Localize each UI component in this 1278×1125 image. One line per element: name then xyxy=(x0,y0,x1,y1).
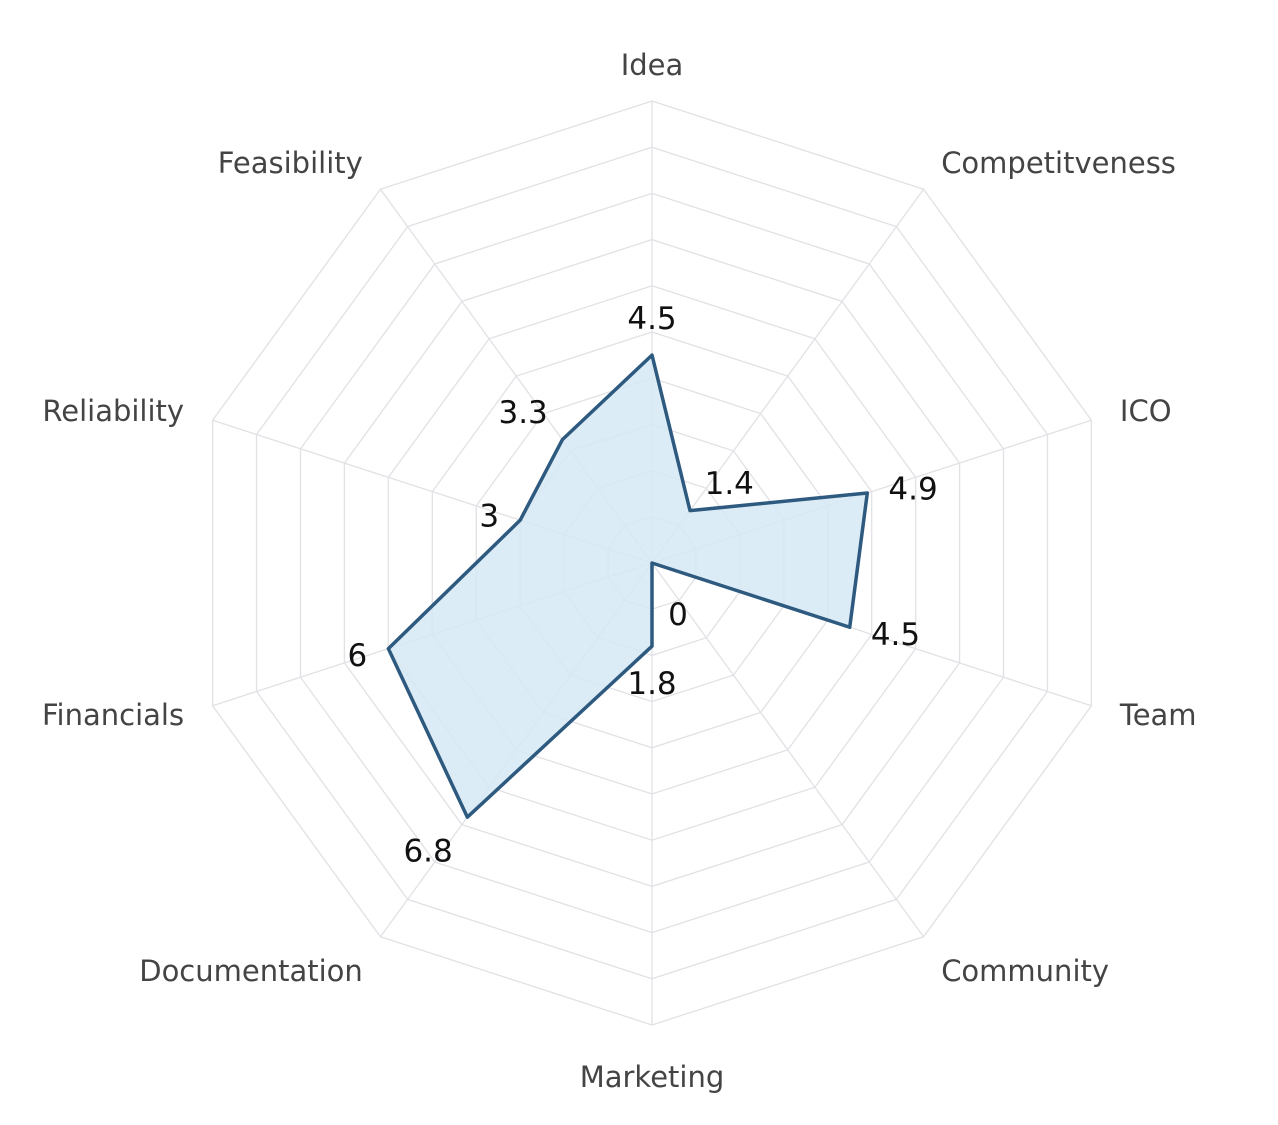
series-area xyxy=(386,353,870,819)
axis-label-community: Community xyxy=(941,954,1109,988)
value-label-idea: 4.5 xyxy=(627,301,676,337)
value-label-reliability: 3 xyxy=(479,499,499,535)
spoke-community xyxy=(651,562,925,938)
axis-labels: Idea Competitveness ICO Team Community Market… xyxy=(42,48,1197,1094)
axis-label-reliability: Reliability xyxy=(42,394,184,428)
axis-label-ico: ICO xyxy=(1120,394,1172,428)
radar-series xyxy=(386,353,870,819)
value-label-feasibility: 3.3 xyxy=(498,395,547,431)
value-label-documentation: 6.8 xyxy=(403,834,452,870)
value-label-team: 4.5 xyxy=(871,617,920,653)
value-label-community: 0 xyxy=(668,597,688,633)
axis-label-idea: Idea xyxy=(621,48,684,82)
value-label-marketing: 1.8 xyxy=(627,666,676,702)
axis-label-documentation: Documentation xyxy=(139,954,363,988)
spoke-competitveness xyxy=(651,188,925,564)
axis-label-financials: Financials xyxy=(42,698,184,732)
value-label-financials: 6 xyxy=(348,638,368,674)
axis-label-team: Team xyxy=(1119,698,1197,732)
axis-label-marketing: Marketing xyxy=(580,1060,725,1094)
axis-label-competitveness: Competitveness xyxy=(941,146,1176,180)
axis-label-feasibility: Feasibility xyxy=(218,146,363,180)
value-label-competitveness: 1.4 xyxy=(705,466,754,502)
value-labels: 4.5 1.4 4.9 4.5 0 1.8 6.8 6 3 3.3 xyxy=(348,301,938,870)
value-label-ico: 4.9 xyxy=(888,471,937,507)
